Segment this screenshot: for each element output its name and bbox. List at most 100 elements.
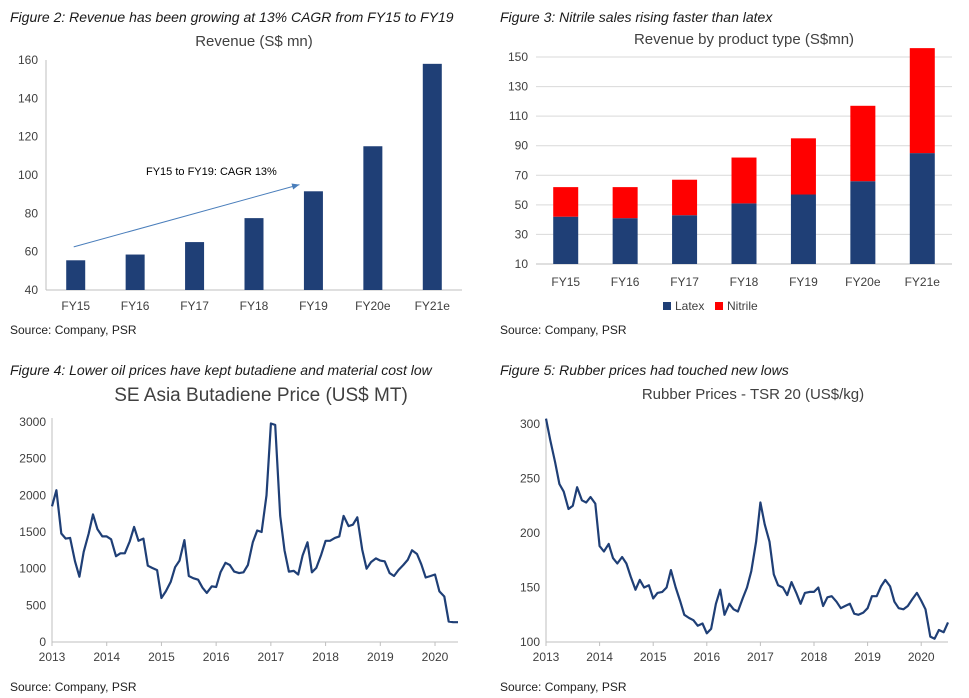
x-tick-label: 2016 [203,650,230,664]
revenue-by-product-stacked-chart: Revenue by product type (S$mn) 10 30 50 70 90… [508,31,952,313]
y-tick-label: 120 [18,130,38,144]
x-tick-label: 2019 [367,650,394,664]
y-tick-label: 40 [25,283,39,297]
revenue-bar [363,146,383,290]
figure-3-caption: Figure 3: Nitrile sales rising faster th… [500,9,773,25]
y-tick-label: 3000 [19,415,46,429]
chart-title: Revenue by product type (S$mn) [634,31,854,48]
x-tick-label: 2016 [693,650,720,664]
latex-bar-segment [731,203,757,264]
x-tick-label: 2014 [586,650,613,664]
latex-bar-segment [909,153,935,264]
x-tick-label: 2020 [422,650,449,664]
figure-2-caption: Figure 2: Revenue has been growing at 13… [10,9,454,25]
figure-5-source: Source: Company, PSR [500,680,627,694]
y-tick-label: 200 [520,526,540,540]
chart-title: SE Asia Butadiene Price (US$ MT) [114,385,408,406]
revenue-bar [185,242,205,290]
x-tick-label: 2015 [148,650,175,664]
x-tick-label: FY17 [180,299,209,313]
revenue-bar [125,254,145,290]
y-tick-label: 500 [26,598,46,612]
butadiene-price-line-chart: SE Asia Butadiene Price (US$ MT) 0 500 1000… [19,385,458,664]
nitrile-bar-segment [790,138,816,195]
x-tick-label: FY15 [551,275,580,289]
y-tick-label: 100 [18,168,38,182]
chart-title: Revenue (S$ mn) [195,33,313,50]
y-tick-label: 1000 [19,562,46,576]
y-tick-label: 70 [515,168,529,182]
x-tick-label: 2014 [93,650,120,664]
nitrile-bar-segment [850,105,876,182]
y-tick-label: 60 [25,245,39,259]
nitrile-bar-segment [909,48,935,154]
x-tick-label: FY16 [611,275,640,289]
latex-bar-segment [672,215,698,264]
x-tick-label: FY18 [240,299,269,313]
x-tick-label: FY19 [789,275,818,289]
cagr-arrow [73,184,300,248]
x-tick-label: FY15 [61,299,90,313]
y-tick-label: 1500 [19,525,46,539]
x-tick-label: 2017 [258,650,285,664]
y-tick-label: 2500 [19,452,46,466]
x-tick-label: FY19 [299,299,328,313]
y-tick-label: 110 [509,109,528,123]
figure-4-caption: Figure 4: Lower oil prices have kept but… [10,362,432,378]
legend-swatch-latex [663,302,671,310]
figure-2-source: Source: Company, PSR [10,323,137,337]
revenue-bar [422,63,442,291]
latex-bar-segment [850,181,876,264]
x-tick-label: FY20e [845,275,881,289]
y-tick-label: 130 [508,80,528,94]
x-tick-label: FY21e [905,275,941,289]
y-tick-label: 10 [515,257,529,271]
figure-4-source: Source: Company, PSR [10,680,137,694]
x-tick-label: FY17 [670,275,699,289]
x-tick-label: 2017 [747,650,774,664]
y-tick-label: 90 [515,139,529,153]
x-tick-label: FY20e [355,299,391,313]
y-tick-label: 150 [508,50,528,64]
y-tick-label: 140 [18,91,38,105]
revenue-bar-chart: Revenue (S$ mn) 40 60 80 100 120 140 160 FY15 FY1… [18,33,462,313]
figure-5-caption: Figure 5: Rubber prices had touched new … [500,362,789,378]
x-tick-label: 2020 [908,650,935,664]
latex-bar-segment [612,218,638,264]
x-tick-label: 2019 [854,650,881,664]
revenue-bar [303,191,323,290]
price-line [50,422,458,624]
legend-label-latex: Latex [675,299,704,313]
revenue-bar [244,218,264,290]
legend-label-nitrile: Nitrile [727,299,758,313]
y-tick-label: 30 [515,227,529,241]
latex-bar-segment [790,194,816,264]
chart-title: Rubber Prices - TSR 20 (US$/kg) [642,386,864,403]
y-tick-label: 80 [25,206,39,220]
nitrile-bar-segment [612,187,638,219]
y-tick-label: 0 [39,635,46,649]
x-tick-label: FY16 [121,299,150,313]
y-tick-label: 2000 [19,488,46,502]
nitrile-bar-segment [553,187,579,217]
nitrile-bar-segment [672,179,698,216]
y-tick-label: 300 [520,417,540,431]
cagr-arrow-head [291,183,300,190]
latex-bar-segment [553,216,579,264]
figure-3-source: Source: Company, PSR [500,323,627,337]
revenue-bar [66,260,86,290]
x-tick-label: 2018 [801,650,828,664]
x-tick-label: FY21e [415,299,451,313]
y-tick-label: 50 [515,198,529,212]
nitrile-bar-segment [731,157,757,204]
x-tick-label: 2018 [312,650,339,664]
cagr-annotation: FY15 to FY19: CAGR 13% [146,166,277,178]
y-tick-label: 160 [18,53,38,67]
x-tick-label: FY18 [730,275,759,289]
y-tick-label: 250 [520,472,540,486]
rubber-price-line-chart: Rubber Prices - TSR 20 (US$/kg) 100 150 200… [520,386,950,664]
x-tick-label: 2015 [640,650,667,664]
x-tick-label: 2013 [533,650,560,664]
y-tick-label: 150 [520,581,540,595]
price-line [544,418,950,640]
